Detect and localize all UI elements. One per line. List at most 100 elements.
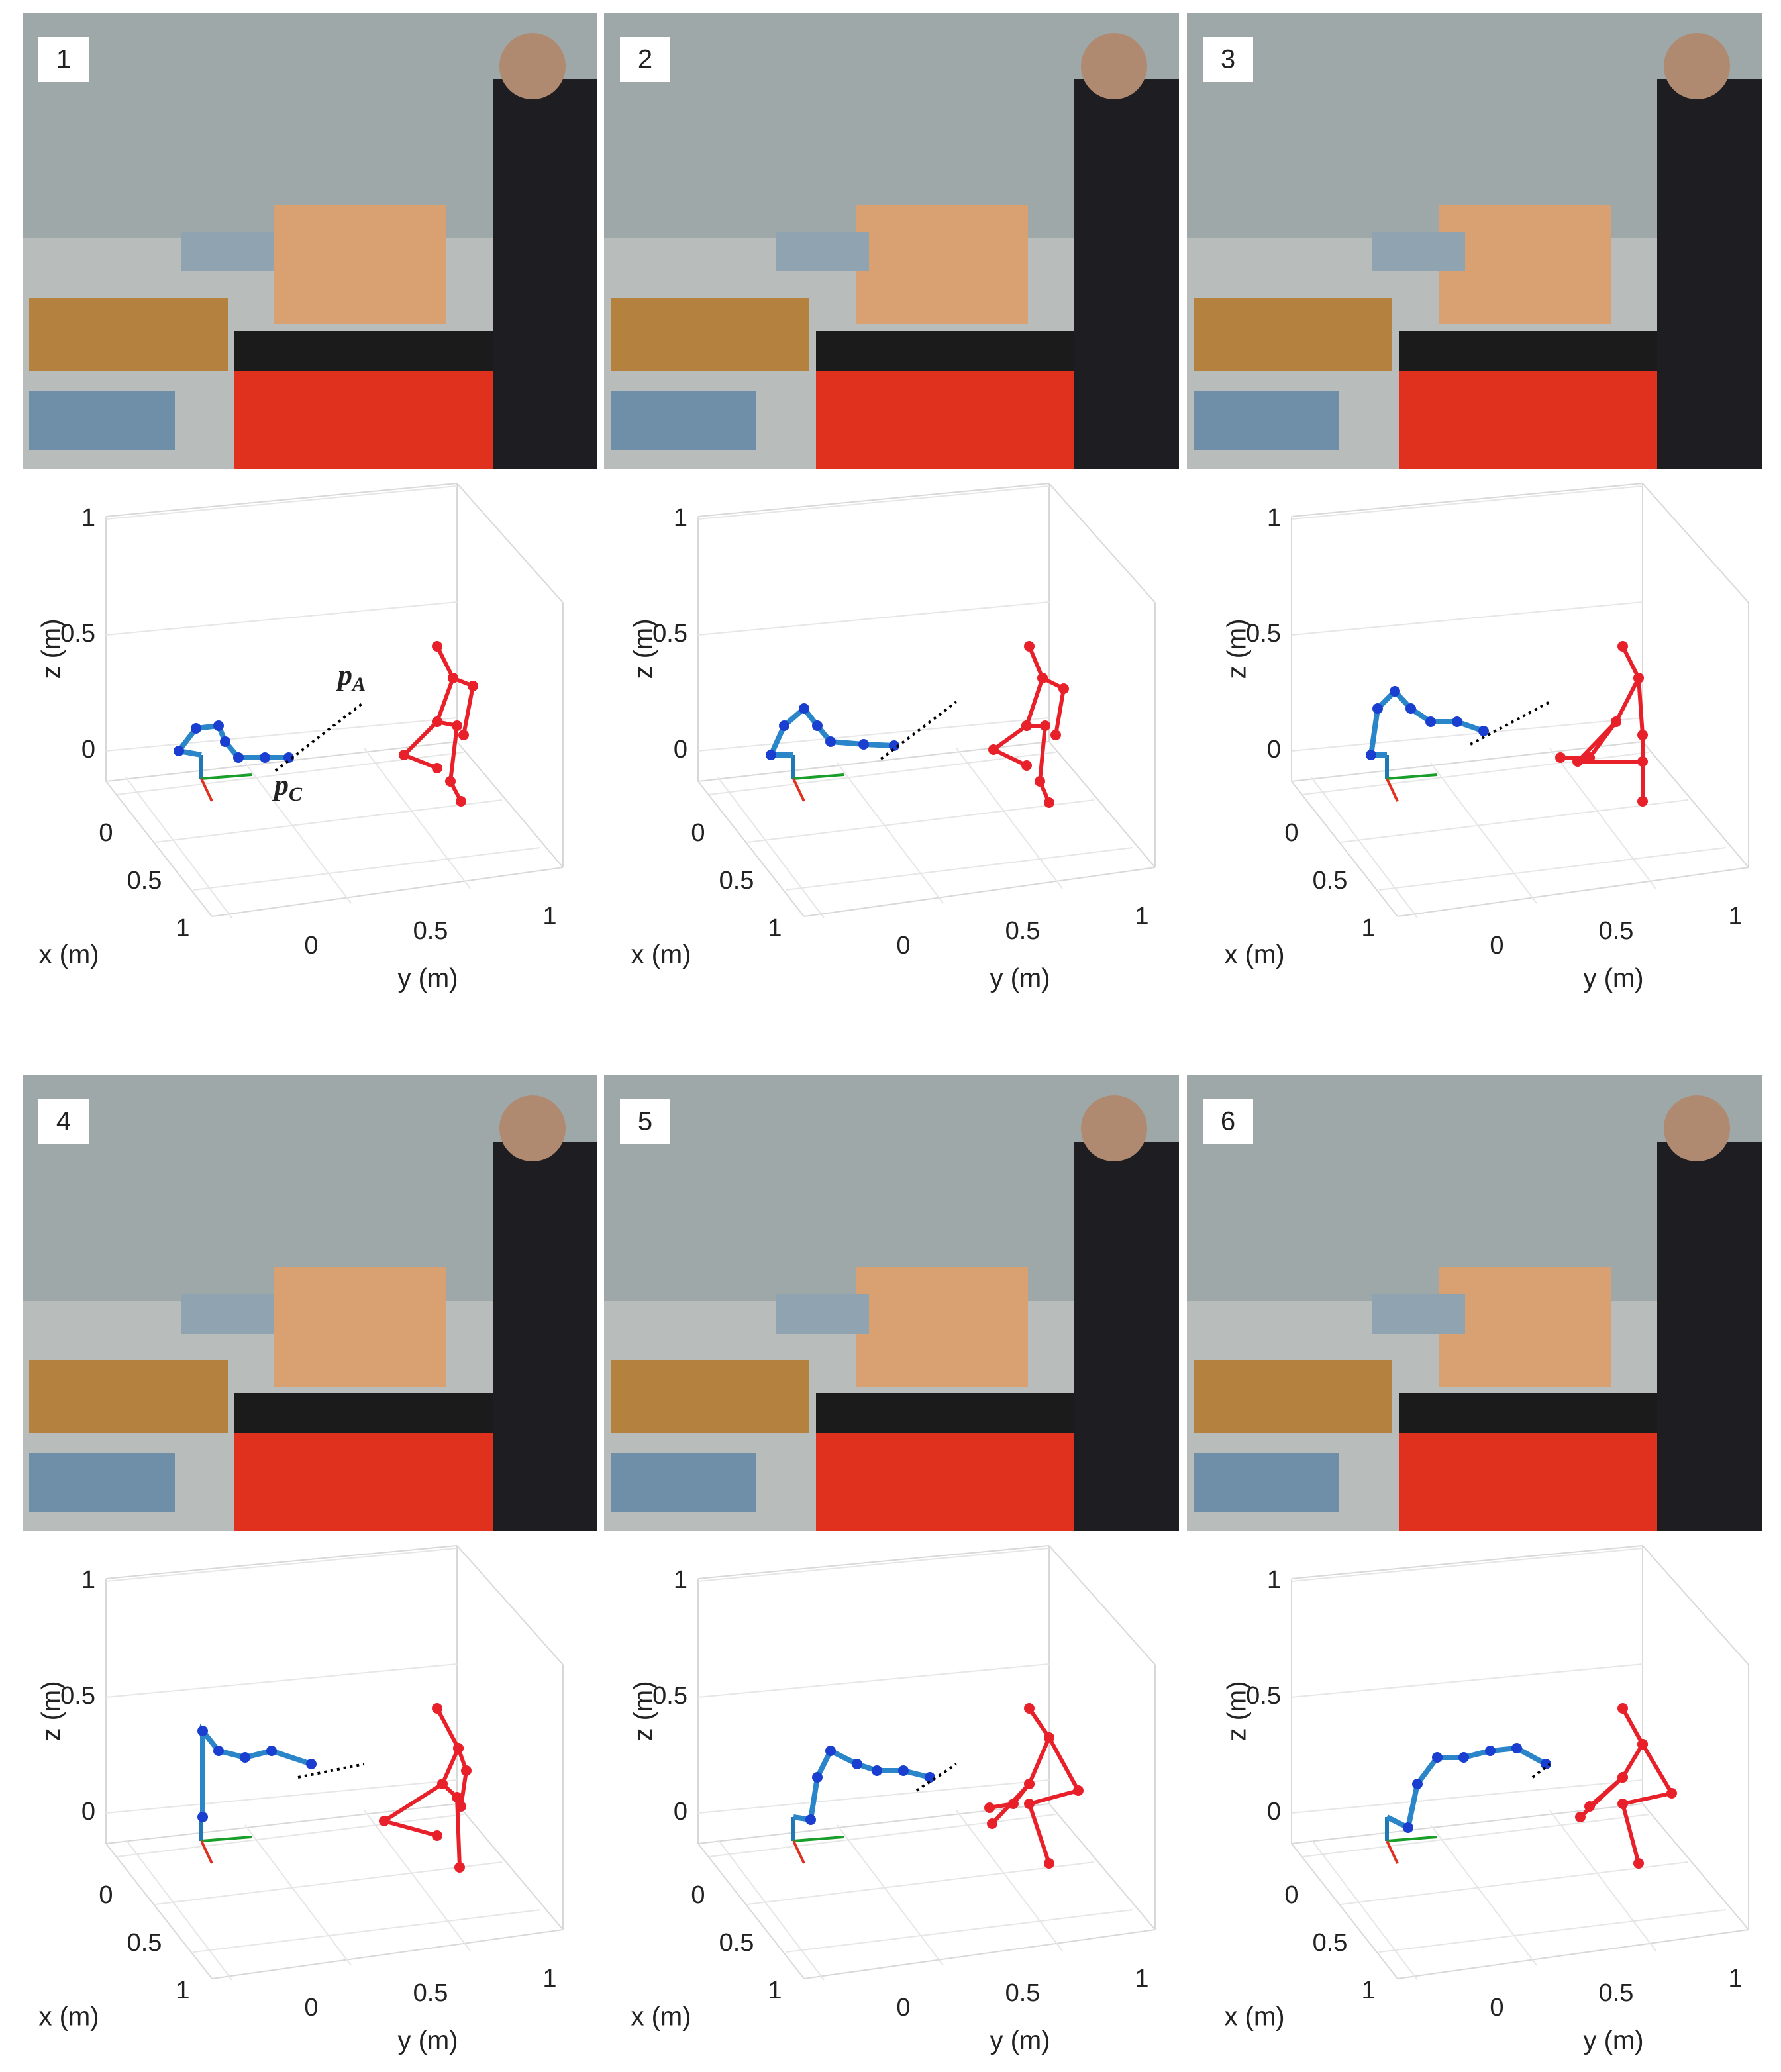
robot xyxy=(181,232,274,271)
grid-line xyxy=(154,799,503,843)
robot-joint xyxy=(825,736,836,747)
grid-line xyxy=(697,1779,1050,1814)
human-joint xyxy=(1044,1858,1054,1869)
z-tick-label: 1 xyxy=(1267,504,1281,532)
human-joint xyxy=(1617,1772,1628,1783)
z-tick-label: 1 xyxy=(81,1566,95,1594)
z-tick-label: 0.5 xyxy=(1246,1682,1281,1710)
robot-joint xyxy=(1412,1779,1423,1789)
x-tick-label: 1 xyxy=(1361,914,1375,942)
cart-top xyxy=(816,331,1081,371)
robot-joint xyxy=(766,750,776,760)
x-axis-label: x (m) xyxy=(631,2002,691,2032)
y-tick-label: 0.5 xyxy=(1005,917,1041,945)
symbol: p xyxy=(272,769,289,801)
z-tick-label: 0.5 xyxy=(60,1682,95,1710)
human-joint xyxy=(458,730,469,740)
grid-line xyxy=(785,1909,1133,1953)
wood-board xyxy=(274,1267,446,1387)
robot-joint xyxy=(1366,750,1376,760)
human-joint xyxy=(432,1703,442,1714)
y-tick-label: 0 xyxy=(896,1994,910,2022)
human-joint xyxy=(432,716,442,727)
panel-number: 6 xyxy=(1221,1107,1235,1136)
x-axis-label: x (m) xyxy=(1224,2002,1284,2032)
human-limb xyxy=(1588,1707,1645,1808)
robot-joint xyxy=(197,1812,208,1822)
grid-line xyxy=(154,1861,503,1905)
z-axis-label: z (m) xyxy=(629,1681,658,1741)
human-joint xyxy=(1637,796,1648,807)
robot xyxy=(181,1294,274,1334)
grid-line xyxy=(1549,748,1656,889)
y-tick-label: 0.5 xyxy=(1599,1979,1634,2007)
human-joint xyxy=(1044,797,1054,808)
human-joint xyxy=(1617,641,1628,652)
annotation-pa: pA xyxy=(335,659,366,695)
panel-number: 3 xyxy=(1221,45,1235,74)
shelf xyxy=(611,1360,809,1433)
frame-x xyxy=(200,1840,213,1864)
wood-board xyxy=(856,1267,1028,1387)
robot-joint xyxy=(812,1772,823,1783)
human-limb xyxy=(1027,1736,1082,1864)
robot-joint xyxy=(1432,1752,1443,1763)
robot-joint xyxy=(266,1746,277,1756)
tablet xyxy=(1194,391,1339,450)
z-axis-label: z (m) xyxy=(37,618,66,679)
grid-line xyxy=(125,777,232,918)
grid-line xyxy=(105,1548,458,1582)
person-head xyxy=(499,33,566,99)
box-edge xyxy=(1642,483,1749,603)
frame-x xyxy=(792,1840,805,1864)
human-limb xyxy=(379,1782,444,1838)
frame-x xyxy=(1386,1840,1399,1864)
frame-x xyxy=(792,778,805,802)
z-tick-label: 1 xyxy=(674,1566,687,1594)
tablet xyxy=(29,391,175,450)
y-tick-label: 1 xyxy=(1728,903,1742,930)
annotation-pc: pC xyxy=(272,769,303,805)
z-axis-label: z (m) xyxy=(1223,1681,1252,1741)
distance-line xyxy=(297,1763,365,1779)
robot-joint xyxy=(283,752,294,763)
z-tick-label: 1 xyxy=(1267,1566,1281,1594)
human-joint xyxy=(1021,720,1032,731)
human-joint xyxy=(988,744,999,755)
z-tick-label: 0 xyxy=(81,1798,95,1826)
grid-line xyxy=(1291,1548,1643,1582)
human-joint xyxy=(1555,752,1566,763)
label-box xyxy=(620,1099,670,1144)
human-joint xyxy=(432,1830,442,1841)
grid-line xyxy=(244,762,352,904)
panel-number: 1 xyxy=(56,45,71,74)
box-edge xyxy=(456,741,564,868)
human-joint xyxy=(456,796,466,807)
grid-line xyxy=(105,717,458,752)
human-joint xyxy=(454,1862,465,1873)
human-joint xyxy=(399,750,409,760)
distance-line xyxy=(880,701,958,760)
robot-joint xyxy=(197,1726,208,1736)
cart-top xyxy=(1399,1393,1664,1433)
plot: 0 0.5 1 0 0.5 1 0 0.5 1 z (m) x (m) y (m) xyxy=(629,483,1156,993)
human-joint xyxy=(1617,1703,1628,1714)
robot-joint xyxy=(1541,1759,1551,1769)
label-box xyxy=(1203,1099,1253,1144)
person xyxy=(1657,1142,1762,1531)
z-tick-label: 0.5 xyxy=(652,1682,687,1710)
x-tick-label: 0 xyxy=(99,819,113,847)
human-joint xyxy=(984,1802,995,1813)
robot-joint xyxy=(306,1759,317,1769)
grid-line xyxy=(1291,717,1643,752)
tablet xyxy=(611,391,756,450)
robot xyxy=(1372,232,1465,271)
z-axis-label: z (m) xyxy=(37,1681,66,1741)
person xyxy=(1074,79,1179,469)
y-tick-label: 1 xyxy=(542,903,556,930)
human-limb xyxy=(1578,1775,1625,1819)
human-joint xyxy=(1073,1785,1084,1796)
human-joint xyxy=(1050,730,1061,740)
